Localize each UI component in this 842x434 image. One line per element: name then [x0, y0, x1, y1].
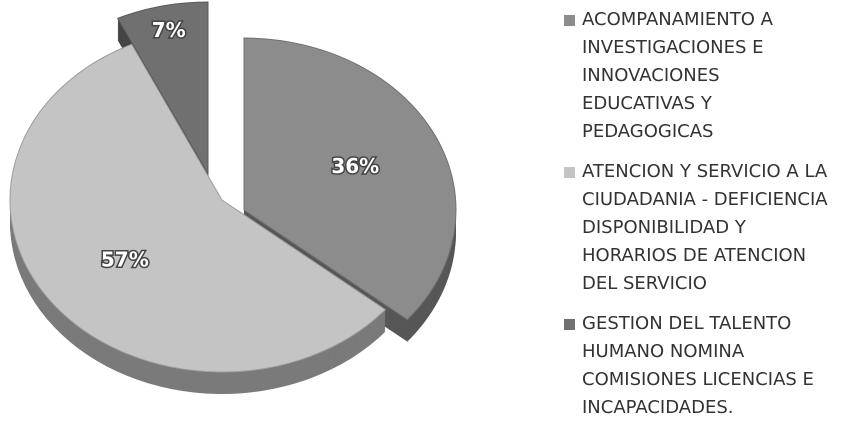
- legend: ACOMPANAMIENTO A INVESTIGACIONES E INNOV…: [560, 6, 838, 434]
- data-label: 57%: [101, 248, 149, 272]
- pie-tops: [9, 1, 457, 373]
- legend-label: ATENCION Y SERVICIO A LA CIUDADANIA - DE…: [582, 161, 828, 294]
- legend-label: GESTION DEL TALENTO HUMANO NOMINA COMISI…: [582, 313, 814, 418]
- legend-label: ACOMPANAMIENTO A INVESTIGACIONES E INNOV…: [582, 9, 773, 142]
- legend-item: ACOMPANAMIENTO A INVESTIGACIONES E INNOV…: [560, 6, 838, 146]
- slice: [9, 43, 387, 373]
- legend-item: ATENCION Y SERVICIO A LA CIUDADANIA - DE…: [560, 158, 838, 298]
- legend-swatch: [564, 319, 575, 330]
- slice: [117, 1, 209, 176]
- legend-item: GESTION DEL TALENTO HUMANO NOMINA COMISI…: [560, 310, 838, 422]
- page: 36% 57% 7% ACOMPANAMIENTO A INVESTIGACIONE…: [9, 1, 828, 418]
- legend-swatch: [564, 167, 575, 178]
- pie-chart: 36% 57% 7%: [9, 1, 457, 394]
- data-label: 7%: [152, 18, 186, 42]
- slice: [243, 37, 457, 321]
- data-label: 36%: [331, 154, 379, 178]
- legend-swatch: [564, 15, 575, 26]
